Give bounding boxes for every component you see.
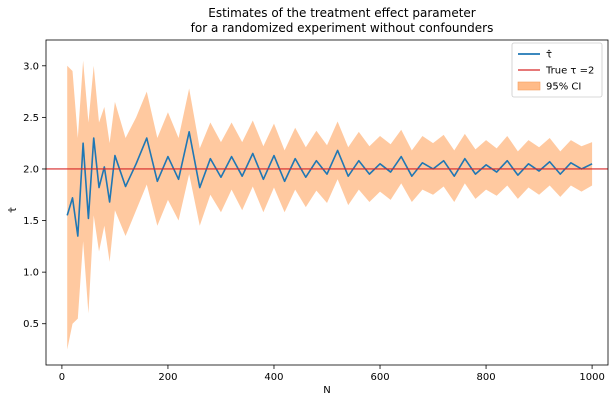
legend-swatch-patch bbox=[517, 81, 541, 91]
axes: 0 200 400 600 800 1000 0.5 1.0 1.5 2.0 2.5 3.0 bbox=[23, 39, 609, 383]
legend: τ̂ True τ =2 95% CI bbox=[511, 42, 603, 98]
y-tick-label: 1.0 bbox=[23, 268, 39, 279]
axes-frame bbox=[45, 39, 609, 366]
x-tick-label: 800 bbox=[477, 372, 496, 383]
x-tick-label: 600 bbox=[370, 372, 389, 383]
x-axis-label: N bbox=[323, 385, 330, 396]
ci-band bbox=[67, 60, 593, 350]
y-tick-label: 3.0 bbox=[23, 61, 39, 72]
x-tick-label: 400 bbox=[264, 372, 283, 383]
y-tick-label: 0.5 bbox=[23, 319, 39, 330]
estimate-line bbox=[66, 131, 593, 237]
x-tick-label: 0 bbox=[59, 372, 65, 383]
legend-label: True τ =2 bbox=[545, 66, 594, 77]
y-tick-label: 2.0 bbox=[23, 164, 39, 175]
plot-area bbox=[46, 60, 608, 350]
x-tick-label: 200 bbox=[158, 372, 177, 383]
legend-label: τ̂ bbox=[546, 49, 552, 61]
x-tick-label: 1000 bbox=[579, 372, 604, 383]
y-axis-label: τ̂ bbox=[7, 207, 19, 213]
chart-title: Estimates of the treatment effect parame… bbox=[208, 6, 476, 20]
legend-label: 95% CI bbox=[546, 82, 581, 93]
y-tick-label: 2.5 bbox=[23, 113, 39, 124]
y-tick-label: 1.5 bbox=[23, 216, 39, 227]
chart-subtitle: for a randomized experiment without conf… bbox=[191, 21, 494, 35]
